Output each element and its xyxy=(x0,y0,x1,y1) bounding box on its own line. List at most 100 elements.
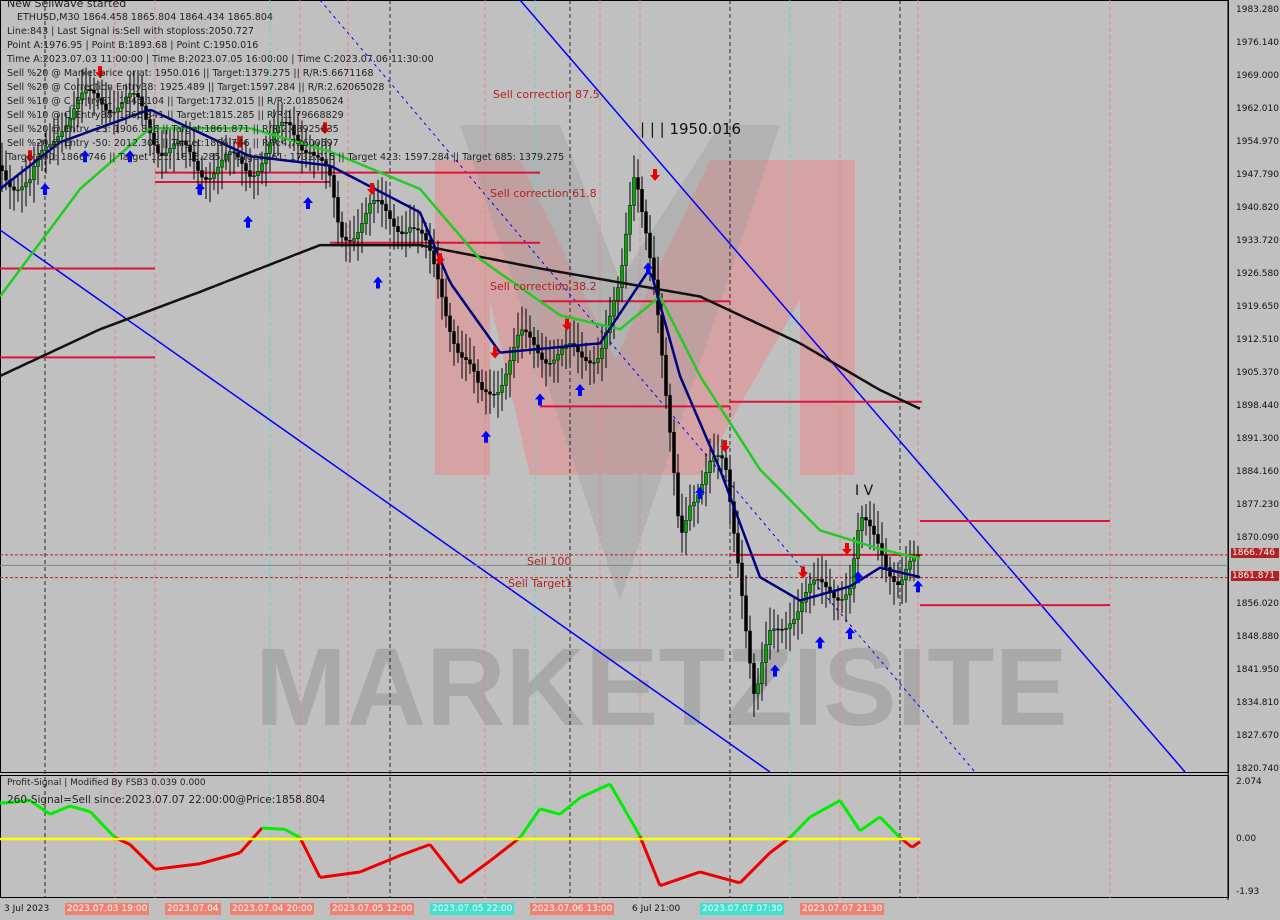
candle-body xyxy=(412,227,416,229)
price-axis-label: 1856.020 xyxy=(1236,599,1279,609)
candle-body xyxy=(72,108,76,119)
candle-body xyxy=(180,140,184,143)
candle-body xyxy=(100,97,104,105)
candle-body xyxy=(824,581,828,588)
candle-body xyxy=(92,89,96,94)
candle-body xyxy=(720,455,724,459)
price-axis-label: 1912.510 xyxy=(1236,335,1279,345)
candle-body xyxy=(84,89,88,94)
channel-lower-line xyxy=(0,229,771,773)
indicator-axis-min: -1.93 xyxy=(1236,887,1260,897)
candle-body xyxy=(416,228,420,231)
candle-body xyxy=(396,226,400,233)
candle-body xyxy=(684,520,688,533)
sell-arrow-icon xyxy=(562,318,572,331)
candle-body xyxy=(716,455,720,458)
symbol-line: ETHUSD,M30 1864.458 1865.804 1864.434 18… xyxy=(17,12,273,23)
info-line: Sell %10 @ C_Entry61: 1945.104 || Target… xyxy=(7,96,344,107)
candle-body xyxy=(764,644,768,663)
candle-body xyxy=(508,360,512,375)
candle-body xyxy=(96,92,100,99)
candle-body xyxy=(916,555,920,557)
candle-body xyxy=(852,558,856,589)
candle-body xyxy=(480,382,484,390)
candle-body xyxy=(76,99,80,110)
candle-body xyxy=(584,357,588,361)
candle-body xyxy=(400,231,404,235)
buy-arrow-icon xyxy=(695,486,705,499)
candle-body xyxy=(644,211,648,234)
sell-arrow-icon xyxy=(367,182,377,195)
price-axis-label: 1940.820 xyxy=(1236,203,1279,213)
candle-body xyxy=(760,662,764,685)
candle-body xyxy=(276,125,280,133)
price-axis-label: 1962.010 xyxy=(1236,104,1279,114)
candle-body xyxy=(260,163,264,172)
candle-body xyxy=(220,159,224,168)
indicator-axis-zero: 0.00 xyxy=(1236,834,1257,844)
candle-body xyxy=(456,343,460,353)
candle-body xyxy=(68,117,72,127)
sell-correction-618-label: Sell correction 61.8 xyxy=(490,187,597,200)
candle-body xyxy=(380,200,384,205)
price-axis-label: 1877.230 xyxy=(1236,500,1279,510)
info-line: Sell %10 @ C_Entry88: 1966.841 || Target… xyxy=(7,110,344,121)
candle-body xyxy=(44,146,48,151)
price-axis-label: 1926.580 xyxy=(1236,269,1279,279)
candle-body xyxy=(768,630,772,645)
candle-body xyxy=(648,232,652,259)
candle-body xyxy=(596,358,600,363)
candle-body xyxy=(812,579,816,585)
time-axis-label: 2023.07.04 20:00 xyxy=(230,903,315,915)
candle-body xyxy=(756,683,760,694)
time-axis-label: 6 Jul 21:00 xyxy=(632,904,681,914)
candle-body xyxy=(464,357,468,360)
candle-body xyxy=(556,354,560,361)
candle-body xyxy=(672,432,676,473)
indicator-title: Profit-Signal | Modified By FSB3 0.039 0… xyxy=(7,778,206,788)
candle-body xyxy=(728,469,732,502)
candle-body xyxy=(56,136,60,143)
candle-body xyxy=(476,371,480,383)
candle-body xyxy=(704,472,708,485)
candle-body xyxy=(836,597,840,601)
candle-body xyxy=(376,199,380,202)
time-axis-label: 2023.07.06 13:00 xyxy=(530,903,615,915)
candle-body xyxy=(136,93,140,98)
candle-body xyxy=(568,343,572,345)
candle-body xyxy=(272,132,276,143)
candle-body xyxy=(640,188,644,212)
candle-body xyxy=(692,501,696,507)
candle-body xyxy=(188,144,192,153)
profit-signal-line xyxy=(518,807,542,839)
candle-body xyxy=(320,157,324,161)
candle-body xyxy=(808,583,812,593)
candle-body xyxy=(168,148,172,154)
candle-body xyxy=(120,102,124,109)
candle-body xyxy=(512,346,516,362)
channel-mid-line xyxy=(319,0,976,773)
candle-body xyxy=(148,119,152,134)
candle-body xyxy=(660,314,664,356)
candle-body xyxy=(372,199,376,204)
candle-body xyxy=(752,662,756,694)
candle-body xyxy=(588,360,592,364)
candle-body xyxy=(856,530,860,559)
candle-body xyxy=(356,232,360,239)
candle-body xyxy=(224,154,228,161)
buy-arrow-icon xyxy=(195,182,205,195)
candle-body xyxy=(620,265,624,288)
wave-iv-label: I V xyxy=(855,483,874,499)
sell-arrow-icon xyxy=(320,122,330,135)
candle-body xyxy=(80,92,84,101)
indicator-axis-max: 2.074 xyxy=(1236,777,1262,787)
candle-body xyxy=(664,354,668,396)
sell-arrow-icon xyxy=(435,253,445,266)
candle-body xyxy=(32,166,36,180)
candle-body xyxy=(896,581,900,585)
candle-body xyxy=(336,197,340,223)
candle-body xyxy=(4,170,8,181)
candle-body xyxy=(192,151,196,162)
info-line: Sell %20 @ Entry -23: 1906.836 || Target… xyxy=(7,124,339,135)
